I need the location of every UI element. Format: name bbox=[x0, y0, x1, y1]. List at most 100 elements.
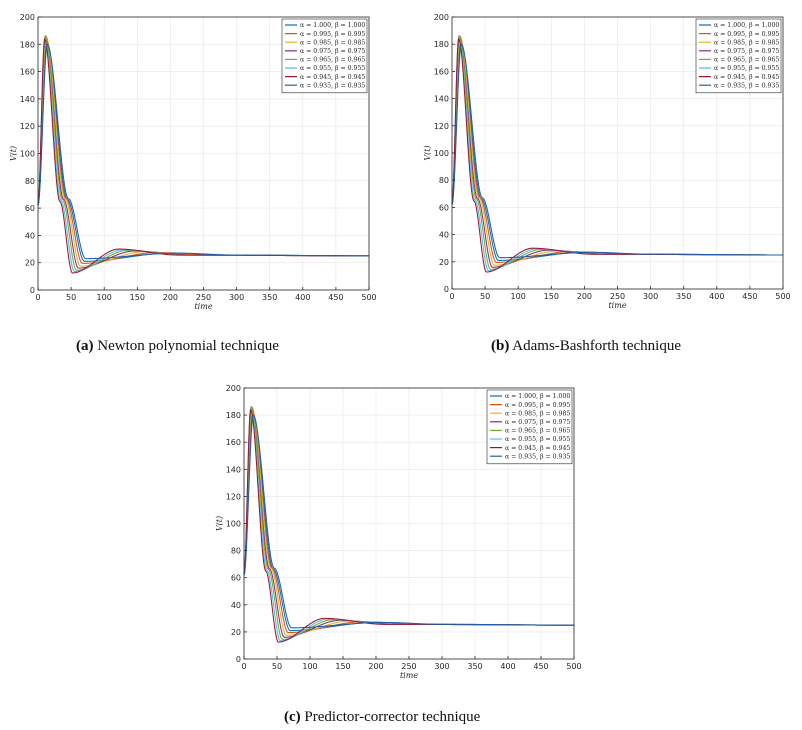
legend-label-3: α = 0.975, β = 0.975 bbox=[505, 419, 570, 426]
x-tick-label: 50 bbox=[480, 292, 490, 301]
y-tick-label: 140 bbox=[434, 95, 449, 104]
caption-text-b: Adams-Bashforth technique bbox=[512, 338, 681, 354]
legend-box bbox=[695, 18, 782, 94]
legend-label-1: α = 0.995, β = 0.995 bbox=[300, 31, 365, 38]
y-tick-label: 0 bbox=[236, 655, 241, 664]
y-tick-label: 20 bbox=[439, 258, 449, 267]
legend-label-6: α = 0.945, β = 0.945 bbox=[300, 74, 365, 81]
x-tick-label: 450 bbox=[328, 293, 343, 302]
x-tick-label: 200 bbox=[577, 292, 592, 301]
legend-label-6: α = 0.945, β = 0.945 bbox=[505, 445, 570, 452]
legend-label-7: α = 0.935, β = 0.935 bbox=[300, 82, 365, 89]
x-tick-label: 450 bbox=[533, 662, 548, 671]
y-axis-label: V(t) bbox=[215, 516, 224, 531]
y-tick-label: 40 bbox=[25, 231, 35, 240]
y-tick-label: 40 bbox=[231, 601, 241, 610]
x-tick-label: 250 bbox=[196, 293, 211, 302]
series-line-7 bbox=[37, 43, 370, 260]
legend-label-1: α = 0.995, β = 0.995 bbox=[714, 31, 779, 38]
x-tick-label: 400 bbox=[709, 292, 724, 301]
y-tick-label: 80 bbox=[439, 176, 449, 185]
y-tick-label: 60 bbox=[231, 574, 241, 583]
y-tick-label: 0 bbox=[444, 285, 449, 294]
x-tick-label: 0 bbox=[241, 662, 246, 671]
x-tick-label: 300 bbox=[643, 292, 658, 301]
y-tick-label: 40 bbox=[439, 231, 449, 240]
y-tick-label: 100 bbox=[226, 520, 241, 529]
x-axis-label: time bbox=[400, 671, 418, 680]
y-tick-label: 180 bbox=[434, 40, 449, 49]
legend-label-6: α = 0.945, β = 0.945 bbox=[714, 74, 779, 81]
y-axis-label: V(t) bbox=[423, 145, 432, 160]
x-tick-label: 350 bbox=[676, 292, 691, 301]
legend-label-0: α = 1.000, β = 1.000 bbox=[300, 22, 365, 29]
x-tick-label: 200 bbox=[368, 662, 383, 671]
legend-label-4: α = 0.965, β = 0.965 bbox=[300, 57, 365, 64]
y-tick-label: 160 bbox=[20, 68, 35, 77]
legend-label-4: α = 0.965, β = 0.965 bbox=[505, 428, 570, 435]
x-tick-label: 150 bbox=[544, 292, 559, 301]
legend-label-5: α = 0.955, β = 0.955 bbox=[714, 65, 779, 72]
chart-svg-b: 0 50 100 150 200 250 300 350 400 450 500 0 20 40 60 80 1… bbox=[423, 13, 791, 310]
y-tick-label: 20 bbox=[231, 628, 241, 637]
y-tick-label: 140 bbox=[20, 95, 35, 104]
legend-label-7: α = 0.935, β = 0.935 bbox=[714, 82, 779, 89]
legend-label-3: α = 0.975, β = 0.975 bbox=[300, 48, 365, 55]
y-tick-label: 200 bbox=[226, 384, 241, 393]
x-tick-label: 300 bbox=[229, 293, 244, 302]
x-tick-label: 150 bbox=[335, 662, 350, 671]
y-tick-label: 120 bbox=[226, 492, 241, 501]
caption-c: (c) Predictor-corrector technique bbox=[284, 709, 480, 726]
x-tick-label: 450 bbox=[742, 292, 757, 301]
x-tick-label: 100 bbox=[97, 293, 112, 302]
chart-svg-a: 0 50 100 150 200 250 300 350 400 450 500 0 20 40 60 80 1… bbox=[9, 13, 377, 311]
y-tick-label: 120 bbox=[20, 122, 35, 131]
legend-label-2: α = 0.985, β = 0.985 bbox=[300, 39, 365, 46]
legend-label-5: α = 0.955, β = 0.955 bbox=[505, 436, 570, 443]
x-tick-label: 250 bbox=[610, 292, 625, 301]
caption-text-a: Newton polynomial technique bbox=[97, 338, 279, 354]
caption-b: (b) Adams-Bashforth technique bbox=[491, 338, 681, 355]
y-tick-label: 160 bbox=[226, 438, 241, 447]
x-tick-label: 400 bbox=[295, 293, 310, 302]
legend-label-3: α = 0.975, β = 0.975 bbox=[714, 48, 779, 55]
chart-panel-a: 0 50 100 150 200 250 300 350 400 450 500 0 20 40 60 80 1… bbox=[0, 0, 400, 320]
x-tick-label: 400 bbox=[500, 662, 515, 671]
x-tick-label: 100 bbox=[302, 662, 317, 671]
y-axis-label: V(t) bbox=[9, 146, 18, 161]
x-tick-label: 250 bbox=[401, 662, 416, 671]
x-axis-label: time bbox=[608, 301, 626, 310]
y-tick-label: 80 bbox=[25, 177, 35, 186]
caption-tag-c: (c) bbox=[284, 709, 301, 725]
legend-box bbox=[281, 18, 368, 94]
caption-tag-b: (b) bbox=[491, 338, 510, 354]
legend-label-2: α = 0.985, β = 0.985 bbox=[714, 39, 779, 46]
y-tick-label: 60 bbox=[25, 204, 35, 213]
x-tick-label: 500 bbox=[566, 662, 581, 671]
legend-label-0: α = 1.000, β = 1.000 bbox=[505, 393, 570, 400]
y-tick-label: 200 bbox=[20, 13, 35, 22]
legend-label-1: α = 0.995, β = 0.995 bbox=[505, 402, 570, 409]
x-tick-label: 350 bbox=[262, 293, 277, 302]
x-tick-label: 200 bbox=[163, 293, 178, 302]
chart-panel-c: 0 50 100 150 200 250 300 350 400 450 500 0 20 40 60 80 1… bbox=[200, 370, 600, 690]
x-tick-label: 500 bbox=[775, 292, 790, 301]
x-tick-label: 350 bbox=[467, 662, 482, 671]
x-tick-label: 50 bbox=[66, 293, 76, 302]
caption-text-c: Predictor-corrector technique bbox=[304, 709, 481, 725]
x-tick-label: 50 bbox=[272, 662, 282, 671]
y-tick-label: 120 bbox=[434, 122, 449, 131]
y-tick-label: 180 bbox=[20, 40, 35, 49]
legend-label-5: α = 0.955, β = 0.955 bbox=[300, 65, 365, 72]
x-tick-label: 0 bbox=[449, 292, 454, 301]
y-tick-label: 160 bbox=[434, 67, 449, 76]
y-tick-label: 100 bbox=[20, 150, 35, 159]
y-tick-label: 200 bbox=[434, 13, 449, 22]
x-axis-label: time bbox=[194, 302, 212, 311]
caption-tag-a: (a) bbox=[76, 338, 94, 354]
legend-label-4: α = 0.965, β = 0.965 bbox=[714, 57, 779, 64]
y-tick-label: 180 bbox=[226, 411, 241, 420]
x-tick-label: 300 bbox=[434, 662, 449, 671]
chart-svg-c: 0 50 100 150 200 250 300 350 400 450 500 0 20 40 60 80 1… bbox=[215, 384, 582, 680]
y-tick-label: 140 bbox=[226, 465, 241, 474]
